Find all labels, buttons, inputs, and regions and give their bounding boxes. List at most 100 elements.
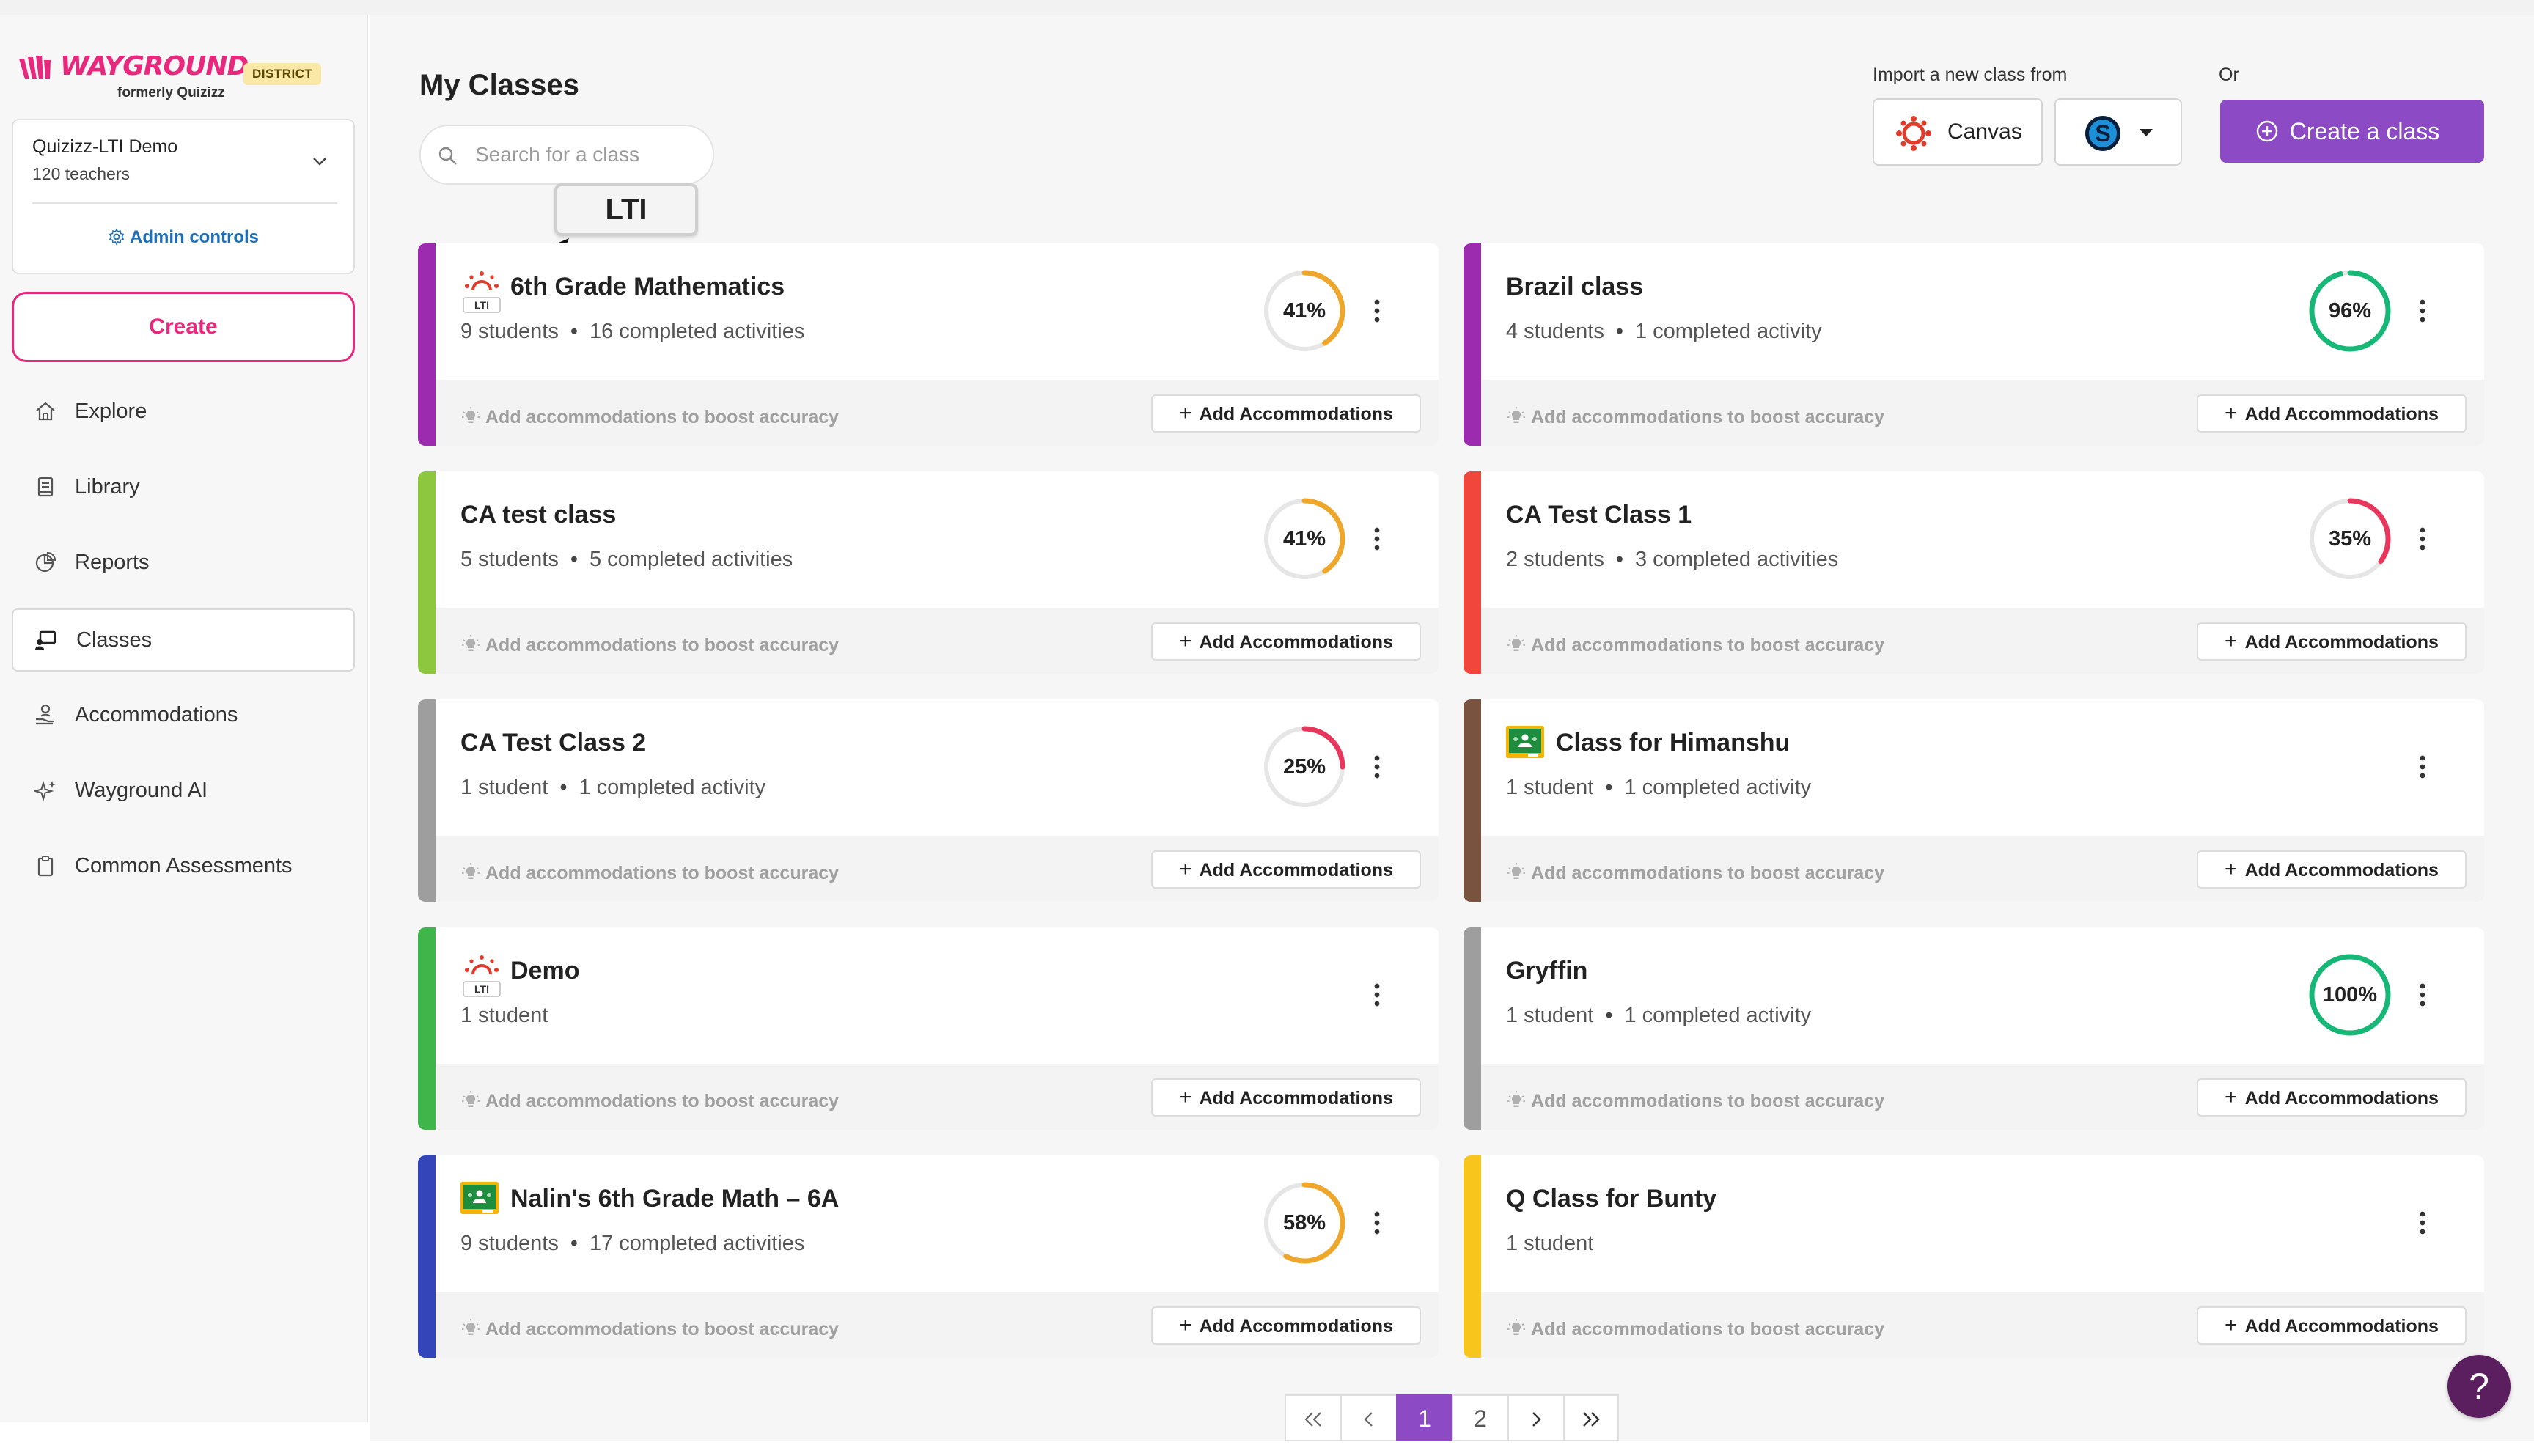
accommodations-hint: Add accommodations to boost accuracy bbox=[460, 406, 839, 428]
class-name[interactable]: Class for Himanshu bbox=[1556, 729, 1791, 757]
class-card[interactable]: CA test class 5 students • 5 completed acti… bbox=[418, 471, 1439, 674]
accuracy-percent: 96% bbox=[2328, 299, 2372, 323]
kebab-menu-icon[interactable] bbox=[1373, 298, 1381, 324]
add-accommodations-button[interactable]: + Add Accommodations bbox=[1151, 850, 1421, 889]
student-count: 1 student bbox=[1506, 1232, 1594, 1255]
kebab-menu-icon[interactable] bbox=[2418, 754, 2427, 780]
add-accommodations-button[interactable]: + Add Accommodations bbox=[2197, 1078, 2467, 1117]
add-accommodations-label: Add Accommodations bbox=[2244, 860, 2439, 880]
create-class-button[interactable]: Create a class bbox=[2220, 100, 2484, 163]
sidebar-item-classes[interactable]: Classes bbox=[12, 608, 355, 672]
gear-icon bbox=[109, 228, 125, 246]
create-button[interactable]: Create bbox=[12, 292, 355, 362]
class-name[interactable]: CA test class bbox=[460, 501, 617, 529]
first-page-button[interactable] bbox=[1285, 1394, 1340, 1441]
sidebar-item-explore[interactable]: Explore bbox=[12, 380, 355, 443]
sidebar-item-reports[interactable]: Reports bbox=[12, 531, 355, 594]
class-card[interactable]: LTI 6th Grade Mathematics 9 students • 16 co… bbox=[418, 243, 1439, 446]
accuracy-percent: 41% bbox=[1282, 527, 1326, 551]
create-class-label: Create a class bbox=[2289, 118, 2440, 144]
kebab-menu-icon[interactable] bbox=[2418, 982, 2427, 1008]
kebab-menu-icon[interactable] bbox=[1373, 1210, 1381, 1236]
class-name[interactable]: CA Test Class 1 bbox=[1506, 501, 1692, 529]
caret-down-icon bbox=[2140, 129, 2153, 136]
class-card[interactable]: Brazil class 4 students • 1 completed activ… bbox=[1464, 243, 2484, 446]
class-card[interactable]: CA Test Class 2 1 student • 1 completed act… bbox=[418, 699, 1439, 902]
activity-count: 17 completed activities bbox=[589, 1232, 805, 1255]
next-page-button[interactable] bbox=[1507, 1394, 1563, 1441]
add-accommodations-button[interactable]: + Add Accommodations bbox=[1151, 1306, 1421, 1345]
class-name[interactable]: Gryffin bbox=[1506, 957, 1588, 985]
sidebar-item-accommodations[interactable]: Accommodations bbox=[12, 683, 355, 746]
add-accommodations-button[interactable]: + Add Accommodations bbox=[1151, 622, 1421, 661]
student-count: 1 student bbox=[460, 1004, 548, 1027]
chevron-down-icon[interactable] bbox=[309, 151, 330, 172]
page-2-button[interactable]: 2 bbox=[1452, 1394, 1507, 1441]
class-name[interactable]: Demo bbox=[510, 957, 580, 985]
brand-logo[interactable]: WAYGROUND formerly Quizizz DISTRICT bbox=[18, 51, 355, 110]
kebab-menu-icon[interactable] bbox=[1373, 754, 1381, 780]
kebab-menu-icon[interactable] bbox=[1373, 526, 1381, 552]
svg-text:S: S bbox=[2095, 120, 2110, 147]
search-box[interactable] bbox=[419, 125, 714, 185]
admin-controls-link[interactable]: Admin controls bbox=[13, 227, 353, 248]
class-name[interactable]: Q Class for Bunty bbox=[1506, 1185, 1717, 1213]
import-schoology-dropdown[interactable]: S bbox=[2054, 98, 2182, 166]
prev-page-button[interactable] bbox=[1340, 1394, 1396, 1441]
class-name[interactable]: Nalin's 6th Grade Math – 6A bbox=[510, 1185, 840, 1213]
class-name[interactable]: CA Test Class 2 bbox=[460, 729, 647, 757]
class-name[interactable]: 6th Grade Mathematics bbox=[510, 273, 785, 301]
pagination: 1 2 bbox=[1285, 1394, 1619, 1441]
class-card[interactable]: LTI Demo 1 student Add accommodations to bo… bbox=[418, 927, 1439, 1130]
sidebar-item-library[interactable]: Library bbox=[12, 455, 355, 518]
add-accommodations-button[interactable]: + Add Accommodations bbox=[1151, 1078, 1421, 1117]
sidebar-item-label: Explore bbox=[75, 400, 147, 423]
accuracy-percent: 100% bbox=[2322, 983, 2378, 1007]
add-accommodations-button[interactable]: + Add Accommodations bbox=[2197, 622, 2467, 661]
accommodations-hint: Add accommodations to boost accuracy bbox=[1506, 1318, 1884, 1340]
class-stats: 1 student bbox=[1506, 1232, 1593, 1256]
activity-count: 3 completed activities bbox=[1634, 548, 1839, 571]
kebab-menu-icon[interactable] bbox=[2418, 526, 2427, 552]
accommodations-hint-text: Add accommodations to boost accuracy bbox=[1531, 1091, 1885, 1111]
plus-icon: + bbox=[1179, 1085, 1192, 1109]
add-accommodations-button[interactable]: + Add Accommodations bbox=[2197, 850, 2467, 889]
lti-callout-label: LTI bbox=[554, 183, 698, 236]
class-card[interactable]: Gryffin 1 student • 1 completed activity 100… bbox=[1464, 927, 2484, 1130]
hand-user-icon bbox=[36, 704, 54, 725]
kebab-menu-icon[interactable] bbox=[2418, 1210, 2427, 1236]
add-accommodations-button[interactable]: + Add Accommodations bbox=[2197, 1306, 2467, 1345]
add-accommodations-label: Add Accommodations bbox=[1199, 860, 1393, 880]
book-icon bbox=[37, 477, 54, 497]
accommodations-hint: Add accommodations to boost accuracy bbox=[460, 1090, 839, 1112]
accuracy-ring bbox=[1263, 1182, 1345, 1264]
class-name[interactable]: Brazil class bbox=[1506, 273, 1644, 301]
student-count: 5 students bbox=[460, 548, 559, 571]
student-count: 1 student bbox=[1506, 1004, 1594, 1027]
org-switcher[interactable]: Quizizz-LTI Demo 120 teachers Admin cont… bbox=[12, 119, 355, 274]
kebab-menu-icon[interactable] bbox=[2418, 298, 2427, 324]
search-icon bbox=[438, 147, 457, 165]
class-card[interactable]: CA Test Class 1 2 students • 3 completed ac… bbox=[1464, 471, 2484, 674]
separator-dot: • bbox=[570, 1232, 578, 1255]
page-1-button[interactable]: 1 bbox=[1396, 1394, 1452, 1441]
sidebar-item-common-assessments[interactable]: Common Assessments bbox=[12, 834, 355, 897]
import-canvas-button[interactable]: Canvas bbox=[1873, 98, 2043, 166]
plus-icon: + bbox=[1179, 1313, 1192, 1337]
class-stats: 1 student • 1 completed activity bbox=[460, 776, 765, 800]
kebab-menu-icon[interactable] bbox=[1373, 982, 1381, 1008]
last-page-button[interactable] bbox=[1563, 1394, 1619, 1441]
class-card[interactable]: Q Class for Bunty 1 student Add accommodat… bbox=[1464, 1155, 2484, 1358]
lti-canvas-icon: LTI bbox=[463, 271, 501, 313]
plus-icon: + bbox=[2225, 629, 2238, 653]
double-chevron-left-icon bbox=[1304, 1412, 1321, 1427]
class-card[interactable]: Nalin's 6th Grade Math – 6A 9 students • 17… bbox=[418, 1155, 1439, 1358]
help-button[interactable]: ? bbox=[2447, 1355, 2511, 1418]
sidebar-item-wayground-ai[interactable]: Wayground AI bbox=[12, 759, 355, 822]
add-accommodations-button[interactable]: + Add Accommodations bbox=[2197, 394, 2467, 433]
search-input[interactable] bbox=[475, 138, 695, 172]
class-card[interactable]: Class for Himanshu 1 student • 1 completed … bbox=[1464, 699, 2484, 902]
add-accommodations-button[interactable]: + Add Accommodations bbox=[1151, 394, 1421, 433]
class-color-stripe bbox=[418, 243, 436, 446]
divider bbox=[32, 202, 337, 204]
